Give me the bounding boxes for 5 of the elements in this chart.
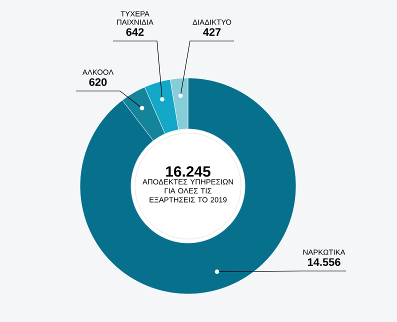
data-label: 642 <box>126 28 144 36</box>
data-label: 14.556 <box>308 258 340 266</box>
data-label: 620 <box>89 78 107 86</box>
data-label: 427 <box>203 28 221 36</box>
text: 16.245 <box>166 166 210 177</box>
